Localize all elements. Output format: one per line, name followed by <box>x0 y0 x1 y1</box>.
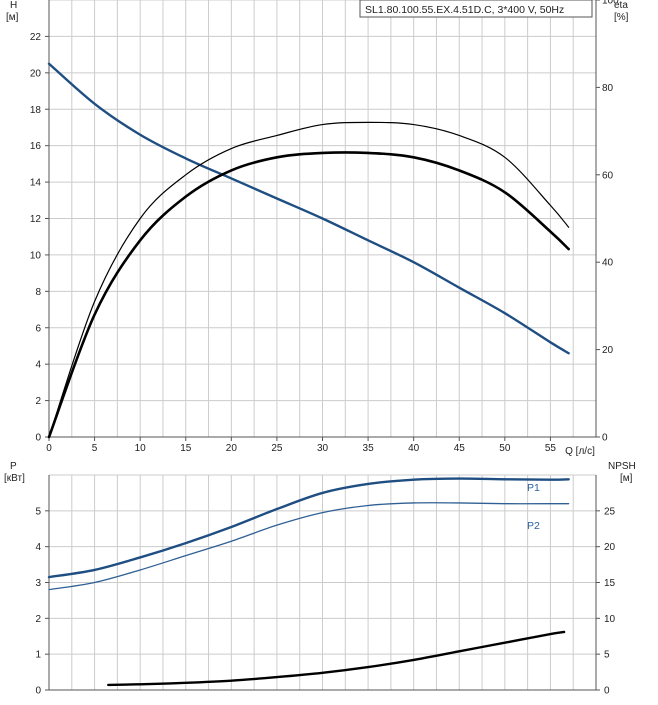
bottom-left-tick-label: 4 <box>35 542 41 553</box>
top-left-tick-label: 20 <box>30 68 42 79</box>
bottom-right-axis-title-line2: [м] <box>620 473 633 484</box>
bottom-left-tick-label: 1 <box>35 650 41 661</box>
bottom-right-tick-label: 20 <box>604 542 616 553</box>
efficiency-curve-hydraulic <box>48 121 570 438</box>
p2-curve <box>48 502 570 591</box>
x-tick-label: 10 <box>135 443 147 454</box>
series-layer <box>47 62 570 687</box>
x-tick-label: 0 <box>46 443 52 454</box>
top-right-tick-label: 100 <box>602 0 619 7</box>
x-tick-label: 20 <box>226 443 238 454</box>
bottom-left-tick-label: 3 <box>35 578 41 589</box>
x-tick-label: 40 <box>408 443 420 454</box>
efficiency-curve-total <box>47 151 570 439</box>
bottom-left-axis-title-line1: P <box>10 461 17 472</box>
legend-p1: P1 <box>527 482 540 494</box>
label-layer: H [м] eta [%] SL1.80.100.55.EX.4.51D.C, … <box>4 0 636 532</box>
bottom-right-tick-label: 5 <box>604 650 610 661</box>
top-left-axis-title-line1: H <box>10 0 17 11</box>
bottom-right-tick-label: 10 <box>604 614 616 625</box>
top-right-tick-label: 0 <box>602 433 608 444</box>
bottom-right-tick-label: 15 <box>604 578 616 589</box>
top-left-tick-label: 22 <box>30 32 42 43</box>
bottom-right-axis-title-line1: NPSH <box>608 461 636 472</box>
bottom-left-tick-label: 5 <box>35 506 41 517</box>
top-left-tick-label: 16 <box>30 141 42 152</box>
top-right-tick-label: 60 <box>602 170 614 181</box>
top-left-tick-label: 0 <box>35 433 41 444</box>
bottom-left-tick-label: 0 <box>35 686 41 697</box>
top-left-tick-label: 2 <box>35 396 41 407</box>
top-left-tick-label: 14 <box>30 178 42 189</box>
top-right-tick-label: 80 <box>602 83 614 94</box>
head-curve <box>47 62 570 355</box>
model-label: SL1.80.100.55.EX.4.51D.C, 3*400 V, 50Hz <box>365 4 564 16</box>
top-right-tick-label: 40 <box>602 258 614 269</box>
bottom-right-tick-label: 0 <box>604 686 610 697</box>
x-tick-label: 50 <box>499 443 511 454</box>
x-tick-label: 15 <box>180 443 192 454</box>
legend-p2: P2 <box>527 520 540 532</box>
npsh-curve <box>107 630 566 687</box>
p1-curve <box>47 477 570 579</box>
bottom-left-axis-title-line2: [кВт] <box>4 473 25 484</box>
grid-layer <box>48 0 597 691</box>
top-left-tick-label: 12 <box>30 214 42 225</box>
bottom-right-tick-label: 25 <box>604 506 616 517</box>
top-left-tick-label: 4 <box>35 360 41 371</box>
bottom-left-tick-label: 2 <box>35 614 41 625</box>
x-tick-label: 55 <box>545 443 557 454</box>
top-left-axis-title-line2: [м] <box>6 12 19 23</box>
top-right-tick-label: 20 <box>602 345 614 356</box>
top-left-tick-label: 10 <box>30 250 42 261</box>
top-right-axis-title-line1: eta <box>614 0 628 11</box>
x-tick-label: 5 <box>92 443 98 454</box>
x-tick-label: 25 <box>271 443 283 454</box>
top-left-tick-label: 18 <box>30 105 42 116</box>
x-tick-label: 30 <box>317 443 329 454</box>
top-left-tick-label: 6 <box>35 323 41 334</box>
top-left-tick-label: 8 <box>35 287 41 298</box>
x-tick-label: 35 <box>363 443 375 454</box>
x-axis-label: Q [л/с] <box>565 446 595 457</box>
x-tick-label: 45 <box>454 443 466 454</box>
model-label-box <box>359 0 593 18</box>
top-right-axis-title-line2: [%] <box>614 12 629 23</box>
